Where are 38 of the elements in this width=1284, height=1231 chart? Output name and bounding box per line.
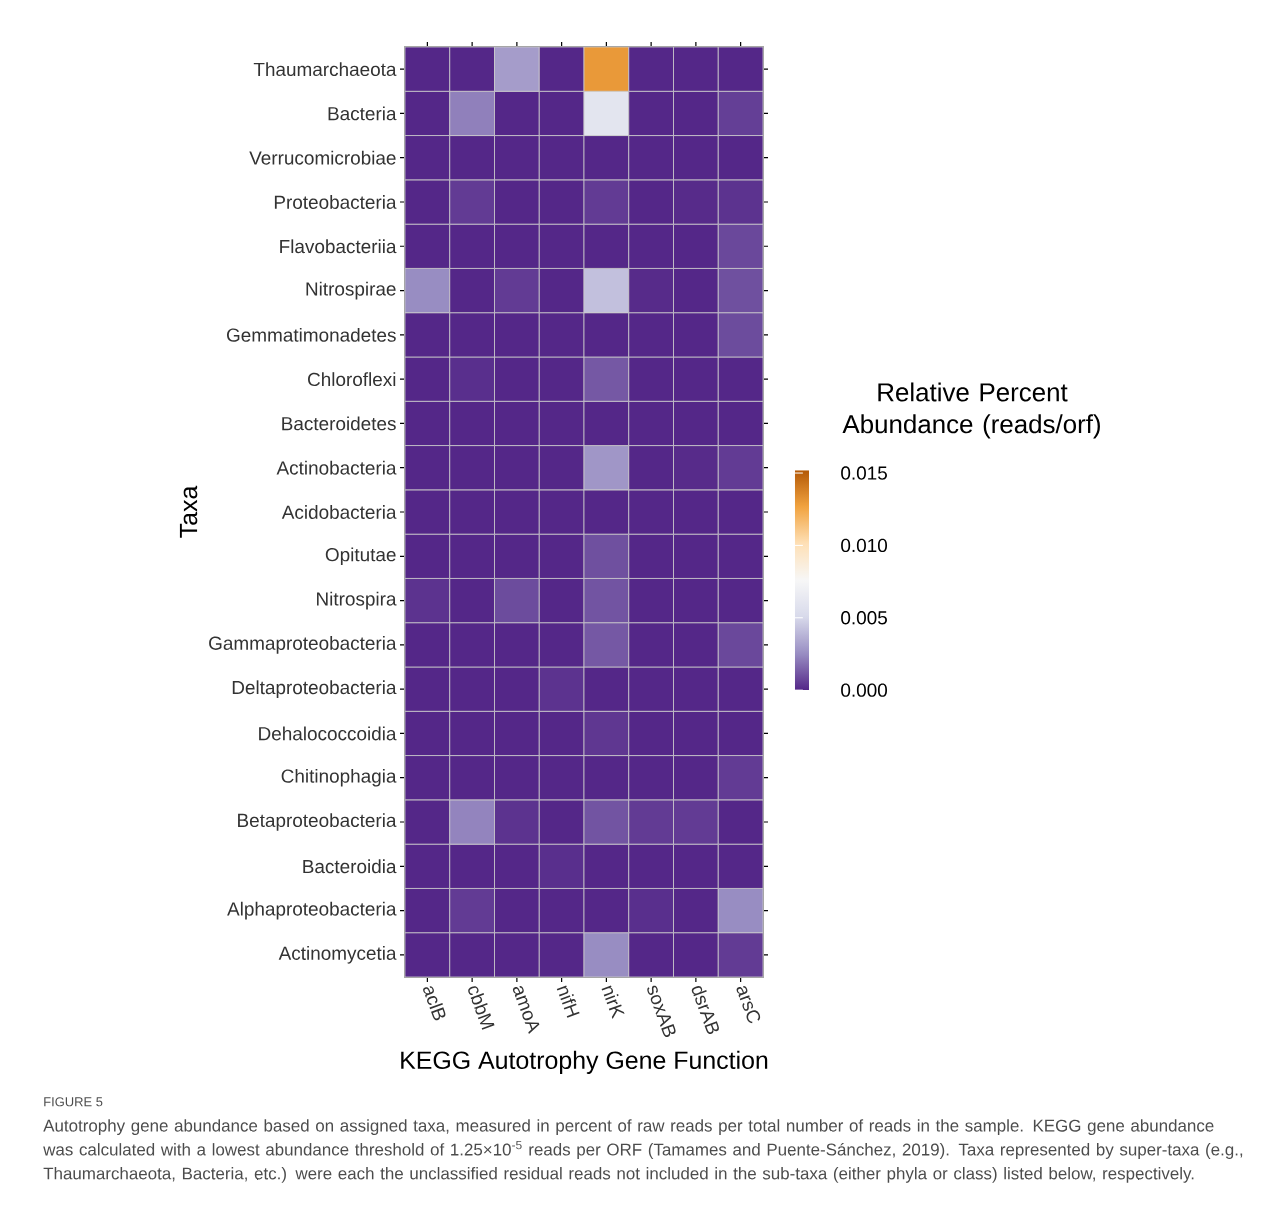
y-tick-label: Gemmatimonadetes: [227, 327, 396, 342]
y-tick-label: Betaproteobacteria: [238, 813, 397, 831]
y-tick-label: Opitutae: [325, 547, 396, 566]
x-tick-label: aclB: [423, 986, 446, 1021]
y-tick-label: Actinomycetia: [278, 946, 397, 964]
y-tick-label: Acidobacteria: [281, 505, 397, 519]
y-tick-label: Bacteria: [328, 106, 397, 121]
color-bar-label: 0.015: [841, 466, 887, 480]
y-axis-title: Taxa: [179, 485, 198, 538]
x-tick-label: dsrAB: [691, 986, 719, 1035]
y-tick-label: Deltaproteobacteria: [232, 680, 397, 698]
color-bar-label: 0.000: [841, 683, 888, 697]
x-tick-label: arsC: [736, 986, 761, 1024]
y-tick-label: Alphaproteobacteria: [227, 901, 397, 920]
x-tick-label: cbbM: [468, 986, 495, 1030]
text: Autotrophy gene abundance based on assigned taxa, measured in percent of raw reads per total number of reads in the sample. KEGG gene abundance was calculated with a lowest abundance threshold of 1.25×10$^{-5}$ reads per ORF (Tamames and Puente-Sánchez, 2019). Taxa represented by super-taxa (e.g., Thaumarchaeota, Bacteria, etc.) were each the unclassified residual reads not included in the sub-taxa (either phyla or class) listed below, respectively.: [43, 1119, 1243, 1183]
y-tick-label: Nitrospirae: [306, 281, 396, 300]
color-bar-title: Relative Percent Abundance (reads/orf): [842, 382, 1100, 439]
y-tick-label: Actinobacteria: [276, 460, 397, 475]
x-tick-label: nifH: [556, 985, 580, 1018]
y-tick-label: Dehalococcoidia: [259, 726, 397, 741]
x-tick-label: nirK: [601, 985, 625, 1020]
caption: FIGURE 5: [44, 1097, 103, 1107]
x-tick-label: soxAB: [647, 985, 676, 1037]
y-tick-label: Bacteroidia: [303, 859, 397, 874]
y-tick-label: Verrucomicrobiae: [249, 150, 396, 165]
color-bar-label: 0.005: [841, 611, 887, 625]
x-tick-label: amoA: [512, 986, 540, 1034]
y-tick-label: Chitinophagia: [281, 768, 397, 787]
y-tick-label: Nitrospira: [317, 591, 397, 610]
y-tick-label: Chloroflexi: [308, 372, 396, 387]
y-tick-label: Flavobacteriia: [280, 239, 397, 254]
y-tick-label: Gammaproteobacteria: [209, 636, 397, 654]
x-axis-title: KEGG Autotrophy Gene Function: [401, 1050, 768, 1074]
y-tick-label: Bacteroidetes: [282, 416, 396, 431]
color-bar-label: 0.010: [841, 538, 888, 553]
y-tick-label: Proteobacteria: [274, 195, 397, 209]
y-tick-label: Thaumarchaeota: [253, 62, 397, 77]
